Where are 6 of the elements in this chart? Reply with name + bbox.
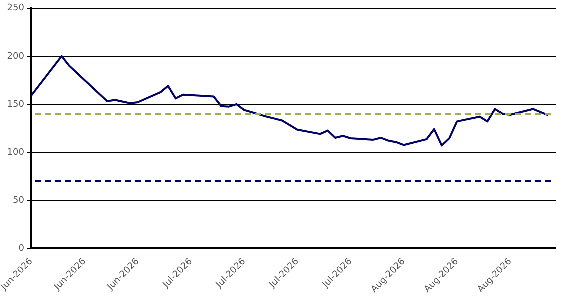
y-tick-label: 250: [7, 4, 25, 14]
y-tick-label: 100: [7, 148, 25, 158]
y-tick-label: 150: [7, 100, 25, 110]
y-tick-label: 200: [7, 52, 25, 62]
y-tick-label: 0: [18, 244, 25, 254]
y-tick-label: 50: [12, 196, 25, 206]
